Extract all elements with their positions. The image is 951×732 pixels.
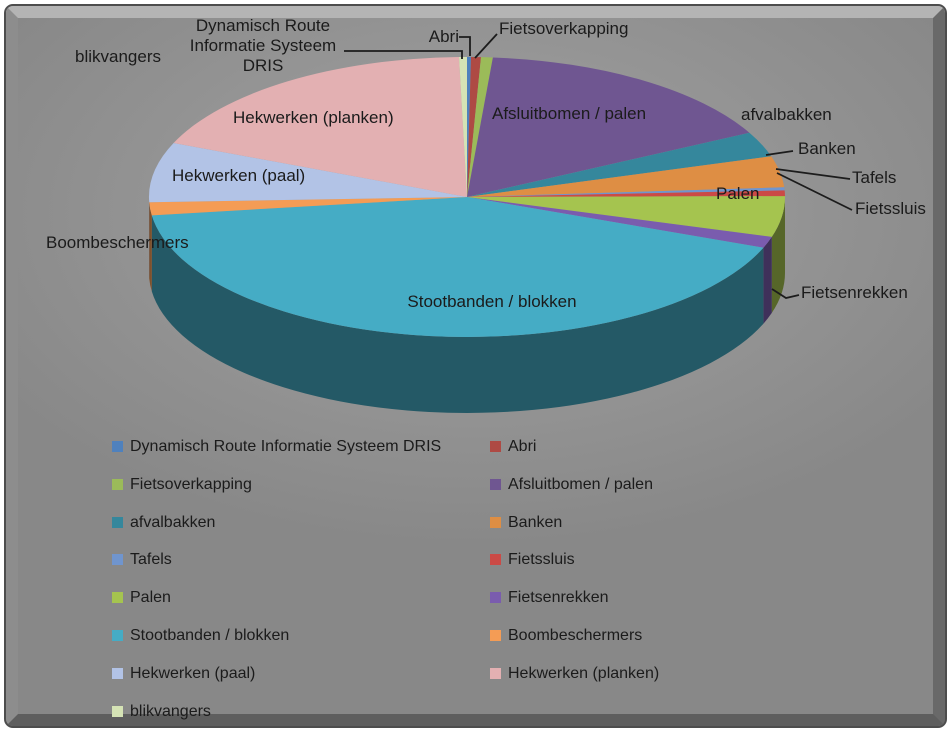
pie-label-1: Abri bbox=[428, 27, 459, 46]
pie-label-10: Stootbanden / blokken bbox=[407, 292, 577, 311]
pie-label-5: Banken bbox=[798, 139, 856, 158]
pie-slice-side-10 bbox=[151, 215, 764, 413]
leader-line-4 bbox=[775, 168, 851, 180]
pie-label-9: Fietsenrekken bbox=[801, 283, 908, 302]
pie-label-4: afvalbakken bbox=[741, 105, 832, 124]
pie-slice-2[interactable] bbox=[467, 57, 493, 197]
legend-swatch-12[interactable] bbox=[112, 667, 123, 679]
legend-swatch-7[interactable] bbox=[490, 554, 501, 566]
legend-swatch-3[interactable] bbox=[490, 478, 501, 490]
pie-slice-9[interactable] bbox=[467, 197, 772, 248]
pie-slice-12[interactable] bbox=[148, 143, 467, 203]
legend-item-0[interactable]: Dynamisch Route Informatie Systeem DRIS bbox=[112, 438, 441, 460]
pie-label-12: Hekwerken (paal) bbox=[172, 166, 306, 185]
leader-line-1 bbox=[459, 36, 471, 56]
legend-label-8: Palen bbox=[130, 589, 171, 607]
legend-swatch-10[interactable] bbox=[112, 630, 123, 641]
legend-swatch-2[interactable] bbox=[112, 478, 123, 490]
legend-item-2[interactable]: Fietsoverkapping bbox=[112, 476, 252, 498]
pie-slice-0[interactable] bbox=[467, 56, 471, 198]
legend-item-12[interactable]: Hekwerken (paal) bbox=[112, 665, 255, 687]
legend-label-6: Tafels bbox=[130, 551, 172, 569]
pie-slice-13[interactable] bbox=[173, 57, 467, 197]
legend-item-11[interactable]: Boombeschermers bbox=[490, 627, 642, 649]
pie-slice-14[interactable] bbox=[459, 56, 467, 198]
pie-slice-11[interactable] bbox=[149, 197, 467, 216]
pie-label-8: Palen bbox=[716, 184, 760, 203]
legend-label-9: Fietsenrekken bbox=[508, 589, 609, 607]
pie-slice-10[interactable] bbox=[151, 197, 764, 337]
legend-swatch-1[interactable] bbox=[490, 441, 501, 452]
legend-swatch-0[interactable] bbox=[112, 441, 123, 452]
legend-swatch-8[interactable] bbox=[112, 592, 123, 604]
pie-label-11: Boombeschermers bbox=[46, 233, 189, 252]
pie-label-6: Tafels bbox=[852, 168, 897, 187]
pie-slice-8[interactable] bbox=[467, 196, 786, 237]
pie-label-3: Afsluitbomen / palen bbox=[492, 104, 647, 123]
legend-item-7[interactable]: Fietssluis bbox=[490, 551, 575, 573]
legend-swatch-13[interactable] bbox=[490, 667, 501, 679]
legend-item-3[interactable]: Afsluitbomen / palen bbox=[490, 476, 653, 498]
legend-label-14: blikvangers bbox=[130, 702, 211, 720]
pie-label-0: Dynamisch Route Informatie Systeem DRIS bbox=[189, 16, 337, 76]
leader-line-0 bbox=[344, 50, 463, 59]
leader-line-5 bbox=[776, 172, 853, 211]
legend-label-12: Hekwerken (paal) bbox=[130, 664, 256, 682]
legend-swatch-11[interactable] bbox=[490, 630, 501, 641]
legend-swatch-9[interactable] bbox=[490, 592, 501, 604]
legend-label-13: Hekwerken (planken) bbox=[508, 664, 660, 682]
pie-slice-5[interactable] bbox=[467, 156, 785, 197]
legend-item-8[interactable]: Palen bbox=[112, 589, 171, 611]
legend-item-14[interactable]: blikvangers bbox=[112, 703, 211, 725]
pie-slice-1[interactable] bbox=[467, 57, 481, 197]
legend-item-10[interactable]: Stootbanden / blokken bbox=[112, 627, 289, 649]
pie-slice-side-11 bbox=[149, 202, 152, 292]
legend-swatch-5[interactable] bbox=[490, 516, 501, 528]
legend-label-2: Fietsoverkapping bbox=[130, 475, 252, 493]
legend-swatch-4[interactable] bbox=[112, 516, 123, 528]
pie-label-7: Fietssluis bbox=[855, 199, 926, 218]
legend-item-13[interactable]: Hekwerken (planken) bbox=[490, 665, 659, 687]
legend-label-5: Banken bbox=[508, 513, 563, 531]
legend-item-5[interactable]: Banken bbox=[490, 514, 562, 536]
legend-label-11: Boombeschermers bbox=[508, 627, 643, 644]
leader-line-6 bbox=[771, 288, 800, 299]
legend-label-1: Abri bbox=[508, 438, 537, 455]
legend-item-1[interactable]: Abri bbox=[490, 438, 536, 460]
legend-swatch-14[interactable] bbox=[112, 705, 123, 717]
legend-label-0: Dynamisch Route Informatie Systeem DRIS bbox=[130, 438, 442, 455]
pie-slice-side-8 bbox=[771, 197, 785, 313]
legend-label-3: Afsluitbomen / palen bbox=[508, 475, 653, 493]
pie-slice-7[interactable] bbox=[467, 190, 785, 197]
leader-line-2 bbox=[474, 33, 498, 59]
legend-item-4[interactable]: afvalbakken bbox=[112, 514, 215, 536]
legend-label-10: Stootbanden / blokken bbox=[130, 627, 290, 644]
pie-slice-4[interactable] bbox=[467, 132, 772, 197]
legend-label-7: Fietssluis bbox=[508, 551, 575, 569]
legend-item-6[interactable]: Tafels bbox=[112, 551, 172, 573]
pie-label-2: Fietsoverkapping bbox=[499, 19, 629, 38]
pie-slice-3[interactable] bbox=[467, 57, 750, 198]
leader-line-3 bbox=[765, 150, 794, 156]
legend-item-9[interactable]: Fietsenrekken bbox=[490, 589, 609, 611]
pie-label-14: blikvangers bbox=[75, 47, 161, 66]
pie-slice-6[interactable] bbox=[467, 187, 785, 197]
pie-label-13: Hekwerken (planken) bbox=[233, 108, 394, 127]
legend-label-4: afvalbakken bbox=[130, 513, 216, 531]
legend-swatch-6[interactable] bbox=[112, 554, 123, 566]
pie-slice-side-9 bbox=[763, 236, 772, 324]
